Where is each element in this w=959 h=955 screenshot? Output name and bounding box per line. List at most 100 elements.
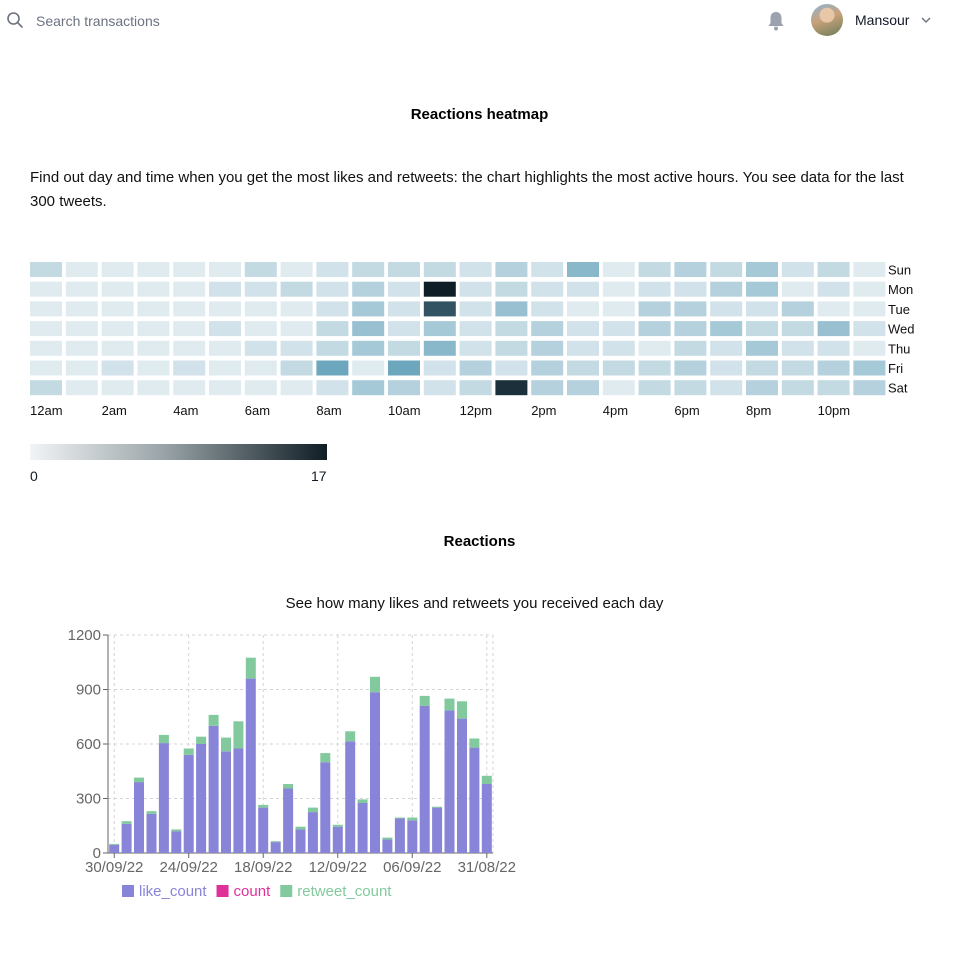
- bar-retweet_count-29: [469, 738, 480, 748]
- legend-label-like_count[interactable]: like_count: [139, 883, 207, 900]
- heatmap-cell-wed-7am: [280, 321, 313, 337]
- bar-retweet_count-20: [357, 799, 368, 803]
- heatmap-cell-tue-2pm: [531, 301, 564, 317]
- bar-like_count-12: [258, 807, 269, 853]
- bar-like_count-21: [370, 692, 380, 853]
- heatmap-cell-mon-10pm: [817, 281, 850, 297]
- heatmap-cell-tue-9pm: [781, 301, 814, 317]
- bar-retweet_count-1: [121, 821, 132, 824]
- heatmap-cell-tue-3am: [137, 301, 170, 317]
- bar-retweet_count-6: [183, 748, 194, 755]
- heatmap-cell-thu-12pm: [459, 340, 492, 356]
- heatmap-cell-sat-10pm: [817, 380, 850, 396]
- heatmap-cell-sun-7pm: [710, 262, 743, 277]
- y-tick-label: 1200: [68, 627, 101, 644]
- heatmap-color-legend: [30, 444, 327, 460]
- heatmap-cell-sun-5pm: [638, 262, 671, 277]
- heatmap-cell-fri-11pm: [853, 360, 886, 376]
- bar-retweet_count-17: [320, 753, 331, 763]
- bar-like_count-22: [382, 839, 393, 853]
- heatmap-cell-sun-11pm: [853, 262, 886, 277]
- heatmap-cell-thu-4pm: [602, 340, 635, 356]
- bar-like_count-26: [432, 807, 443, 853]
- heatmap-x-tick-label: 8pm: [746, 403, 771, 418]
- legend-label-retweet_count[interactable]: retweet_count: [297, 883, 392, 900]
- heatmap-cell-sat-5pm: [638, 380, 671, 396]
- heatmap-cell-sun-6am: [244, 262, 277, 277]
- heatmap-cell-mon-12am: [30, 281, 62, 297]
- heatmap-cell-mon-9pm: [781, 281, 814, 297]
- bar-like_count-17: [320, 762, 331, 853]
- heatmap-cell-sat-1pm: [495, 380, 528, 396]
- heatmap-cell-wed-5pm: [638, 321, 671, 337]
- heatmap-cell-sun-12pm: [459, 262, 492, 277]
- heatmap-cell-sun-7am: [280, 262, 313, 277]
- heatmap-cell-thu-8am: [316, 340, 349, 356]
- bar-retweet_count-27: [444, 698, 455, 711]
- x-tick-label: 24/09/22: [160, 859, 218, 876]
- bar-like_count-25: [419, 705, 430, 853]
- user-name[interactable]: Mansour: [855, 12, 910, 28]
- heatmap-cell-fri-3pm: [567, 360, 599, 376]
- bar-retweet_count-10: [233, 721, 244, 749]
- heatmap-cell-fri-12pm: [459, 360, 492, 376]
- heatmap-cell-thu-1pm: [495, 340, 528, 356]
- reactions-heatmap: Sun Mon Tue Wed Thu Fri Sat 12am 2am 4am 6am 8am 10a…: [30, 262, 915, 418]
- heatmap-cell-sun-2pm: [531, 262, 564, 277]
- heatmap-cell-tue-5pm: [638, 301, 671, 317]
- bar-like_count-6: [183, 754, 194, 853]
- heatmap-cell-wed-4am: [173, 321, 206, 337]
- heatmap-cell-tue-5am: [209, 301, 241, 317]
- bar-like_count-30: [481, 784, 492, 853]
- legend-label-count[interactable]: count: [234, 883, 272, 900]
- bar-like_count-4: [158, 743, 169, 853]
- heatmap-cell-sun-1pm: [495, 262, 528, 277]
- bar-retweet_count-0: [109, 843, 120, 845]
- heatmap-row-label: Fri: [888, 361, 903, 376]
- heatmap-cell-thu-3pm: [567, 340, 599, 356]
- heatmap-cell-wed-7pm: [710, 321, 743, 337]
- bar-like_count-24: [407, 820, 418, 853]
- heatmap-cell-wed-6pm: [674, 321, 707, 337]
- heatmap-row-label: Tue: [888, 302, 910, 317]
- search-input[interactable]: [30, 9, 390, 33]
- heatmap-cell-wed-6am: [244, 321, 277, 337]
- bar-like_count-27: [444, 710, 455, 853]
- heatmap-cell-mon-6am: [244, 281, 277, 297]
- bar-retweet_count-5: [171, 829, 182, 832]
- bar-retweet_count-30: [481, 775, 492, 784]
- heatmap-cell-mon-11pm: [853, 281, 886, 297]
- bar-like_count-8: [208, 725, 219, 853]
- heatmap-cell-mon-2am: [101, 281, 134, 297]
- chevron-down-icon[interactable]: [920, 14, 932, 26]
- bar-retweet_count-23: [394, 817, 405, 819]
- heatmap-cell-sun-10am: [388, 262, 420, 277]
- bell-icon[interactable]: [766, 10, 786, 32]
- heatmap-cell-tue-11pm: [853, 301, 886, 317]
- heatmap-cell-fri-4am: [173, 360, 206, 376]
- heatmap-description: Find out day and time when you get the m…: [30, 169, 904, 210]
- heatmap-cell-wed-12am: [30, 321, 62, 337]
- bar-like_count-10: [233, 748, 244, 853]
- bar-retweet_count-25: [419, 695, 430, 706]
- heatmap-cell-thu-5pm: [638, 340, 671, 356]
- heatmap-cell-thu-6am: [244, 340, 277, 356]
- bar-retweet_count-12: [258, 804, 269, 808]
- y-tick-label: 300: [76, 791, 101, 808]
- heatmap-cell-mon-9am: [352, 281, 385, 297]
- bar-like_count-20: [357, 803, 368, 853]
- avatar[interactable]: [811, 4, 843, 36]
- bar-like_count-9: [221, 751, 231, 853]
- bar-retweet_count-3: [146, 811, 157, 814]
- heatmap-cell-wed-3am: [137, 321, 170, 337]
- heatmap-cell-thu-10pm: [817, 340, 850, 356]
- heatmap-cell-thu-2pm: [531, 340, 564, 356]
- heatmap-cell-tue-10am: [388, 301, 420, 317]
- heatmap-cell-wed-5am: [209, 321, 241, 337]
- heatmap-cell-mon-12pm: [459, 281, 492, 297]
- heatmap-cell-tue-4am: [173, 301, 206, 317]
- heatmap-cell-sat-7am: [280, 380, 313, 396]
- heatmap-cell-fri-1pm: [495, 360, 528, 376]
- heatmap-cell-tue-2am: [101, 301, 134, 317]
- heatmap-cell-fri-3am: [137, 360, 170, 376]
